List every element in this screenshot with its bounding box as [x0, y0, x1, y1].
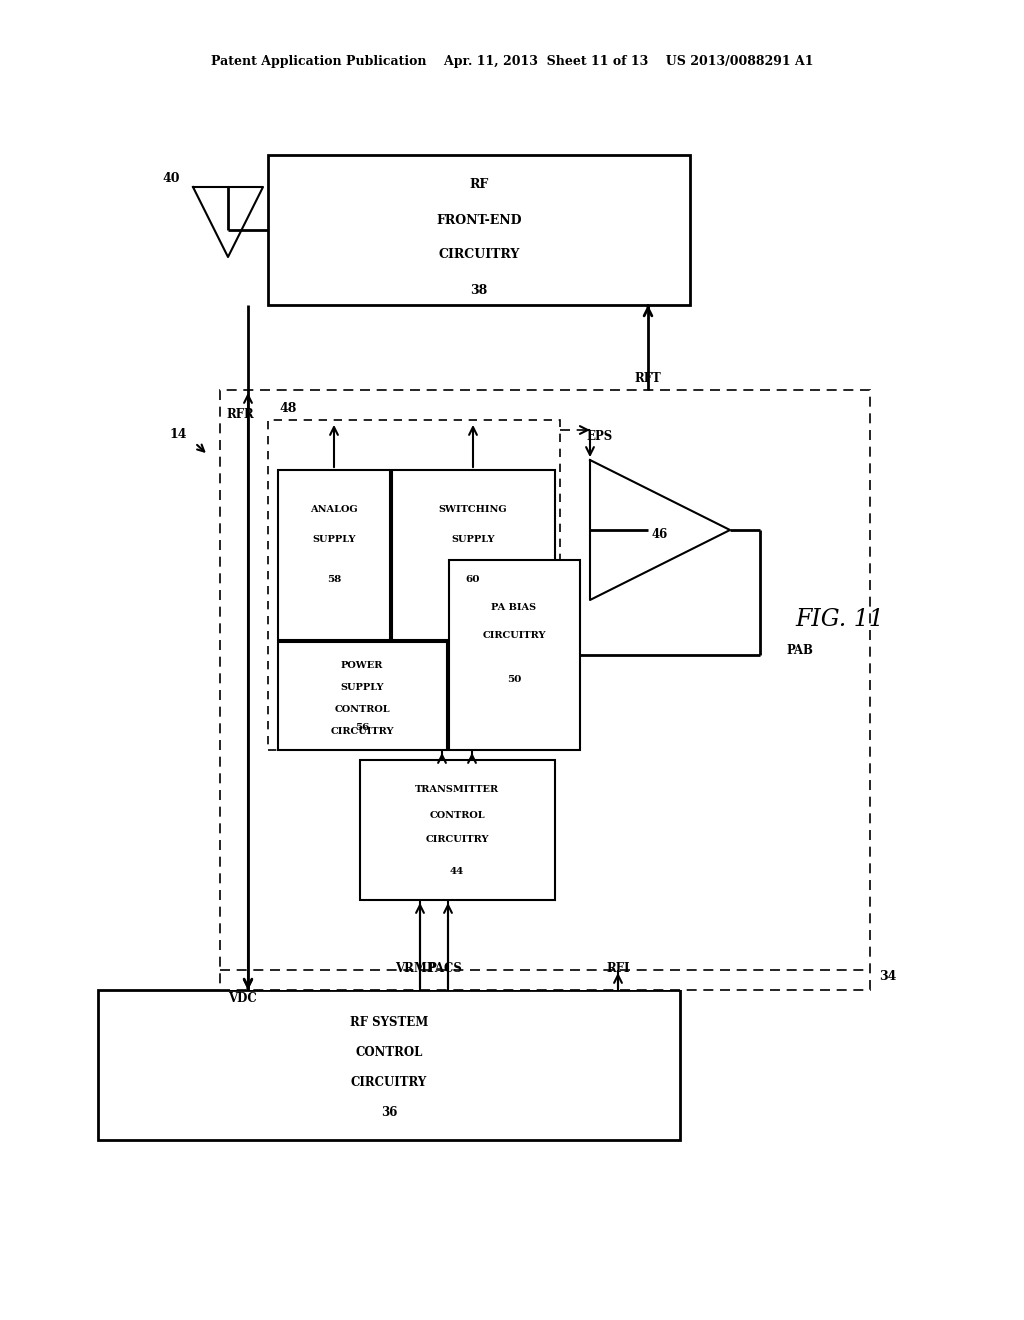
Text: 50: 50	[507, 676, 521, 685]
Text: RF SYSTEM: RF SYSTEM	[350, 1015, 428, 1028]
Text: 56: 56	[354, 723, 370, 733]
Text: EPS: EPS	[587, 430, 613, 444]
Text: CONTROL: CONTROL	[429, 810, 484, 820]
Text: RFT: RFT	[635, 371, 662, 384]
Text: 40: 40	[162, 173, 180, 186]
Bar	[268, 154, 690, 305]
Text: RFR: RFR	[226, 408, 254, 421]
Text: SUPPLY: SUPPLY	[312, 536, 355, 544]
Bar	[220, 389, 870, 990]
Text: FRONT-END: FRONT-END	[436, 214, 522, 227]
Text: PA BIAS: PA BIAS	[492, 603, 537, 612]
Text: 48: 48	[280, 401, 297, 414]
Text: ANALOG: ANALOG	[310, 506, 357, 515]
Text: PACS: PACS	[428, 961, 463, 974]
Text: SUPPLY: SUPPLY	[452, 536, 495, 544]
Text: VRMP: VRMP	[394, 961, 435, 974]
Text: 46: 46	[652, 528, 668, 541]
Text: 44: 44	[450, 867, 464, 876]
Text: 36: 36	[381, 1106, 397, 1118]
Bar	[278, 642, 447, 750]
Bar	[392, 470, 555, 640]
Text: FIG. 11: FIG. 11	[796, 609, 885, 631]
Text: 38: 38	[470, 284, 487, 297]
Text: SWITCHING: SWITCHING	[438, 506, 507, 515]
Text: CONTROL: CONTROL	[355, 1045, 423, 1059]
Text: 14: 14	[169, 429, 186, 441]
Text: VDC: VDC	[227, 991, 256, 1005]
Text: 34: 34	[880, 969, 897, 982]
Text: RFI: RFI	[606, 961, 630, 974]
Bar	[360, 760, 555, 900]
Bar	[98, 990, 680, 1140]
Text: POWER: POWER	[341, 661, 383, 671]
Text: 58: 58	[327, 576, 341, 585]
Text: CIRCUITRY: CIRCUITRY	[425, 836, 488, 845]
Text: SUPPLY: SUPPLY	[340, 684, 384, 693]
Text: CIRCUITRY: CIRCUITRY	[438, 248, 520, 261]
Text: TRANSMITTER: TRANSMITTER	[415, 785, 499, 795]
Bar	[268, 420, 560, 750]
Bar	[278, 470, 390, 640]
Text: 60: 60	[466, 576, 480, 585]
Text: RF: RF	[469, 178, 488, 191]
Text: CIRCUITRY: CIRCUITRY	[482, 631, 546, 639]
Text: Patent Application Publication    Apr. 11, 2013  Sheet 11 of 13    US 2013/00882: Patent Application Publication Apr. 11, …	[211, 55, 813, 69]
Text: CIRCUITRY: CIRCUITRY	[331, 727, 394, 737]
Text: CONTROL: CONTROL	[334, 705, 390, 714]
Text: PAB: PAB	[786, 644, 813, 656]
Bar	[449, 560, 580, 750]
Text: CIRCUITRY: CIRCUITRY	[351, 1076, 427, 1089]
